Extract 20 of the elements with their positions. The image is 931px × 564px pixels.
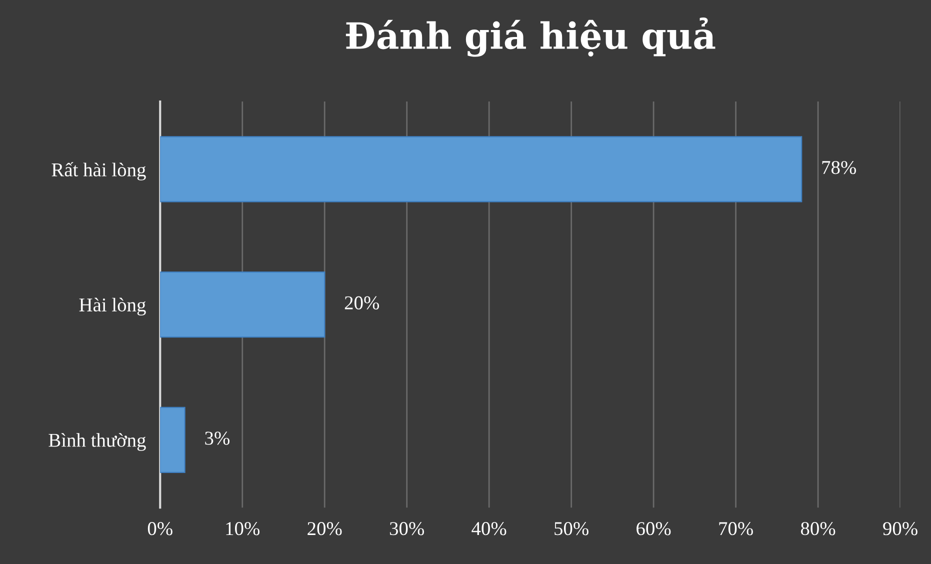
x-tick-label: 0% xyxy=(148,522,172,536)
x-tick-label: 60% xyxy=(636,522,671,536)
bar xyxy=(160,272,326,338)
data-label: 20% xyxy=(344,296,380,310)
y-tick-label: Hài lòng xyxy=(79,298,146,316)
x-tick-label: 50% xyxy=(554,522,588,536)
x-tick-label: 90% xyxy=(883,522,918,536)
x-tick-label: 80% xyxy=(800,522,836,536)
data-label: 3% xyxy=(205,432,230,445)
y-tick-label: Bình thường xyxy=(48,433,146,451)
chart-title: Đánh giá hiệu quả xyxy=(346,17,716,57)
bar xyxy=(160,136,802,202)
x-tick-label: 40% xyxy=(472,522,506,536)
bar xyxy=(160,406,186,473)
x-tick-label: 70% xyxy=(719,522,753,536)
x-tick-label: 10% xyxy=(226,522,260,536)
data-label: 78% xyxy=(822,160,856,174)
y-tick-label: Rất hài lòng xyxy=(52,162,146,180)
x-tick-label: 20% xyxy=(308,522,342,536)
x-tick-label: 30% xyxy=(390,522,424,536)
